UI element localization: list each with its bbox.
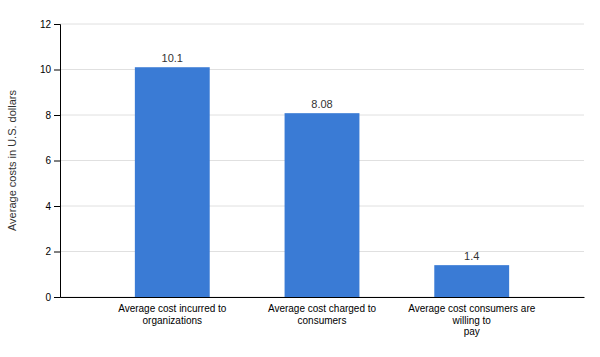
y-tick-mark [54, 297, 60, 298]
y-tick-mark [54, 70, 60, 71]
y-tick-mark [54, 206, 60, 207]
y-tick: 8 [45, 110, 60, 121]
x-tick-label: Average cost charged toconsumers [268, 303, 377, 326]
y-tick-label: 8 [45, 110, 51, 121]
y-tick: 12 [40, 19, 60, 30]
grid [60, 24, 584, 297]
y-tick: 2 [45, 246, 60, 257]
y-tick: 4 [45, 201, 60, 212]
y-tick-label: 12 [40, 19, 52, 30]
y-tick-label: 0 [45, 292, 51, 303]
bar [285, 113, 360, 297]
x-axis: Average cost incurred toorganizationsAve… [61, 298, 585, 338]
y-tick-label: 10 [40, 64, 52, 75]
x-tick-label-line: Average cost consumers are [408, 303, 536, 314]
y-tick-label: 4 [45, 201, 51, 212]
y-tick-label: 2 [45, 246, 51, 257]
y-tick: 6 [45, 155, 60, 166]
plot: 0 2 4 6 8 10 12 Average cost incurred toorganiz… [40, 19, 585, 337]
y-tick-mark [54, 115, 60, 116]
x-tick-label-line: Average cost charged to [268, 303, 377, 314]
x-tick-label-line: organizations [143, 315, 202, 326]
data-labels: 10.1 8.08 1.4 [162, 52, 480, 262]
data-label: 10.1 [162, 52, 183, 64]
y-tick-mark [54, 252, 60, 253]
y-tick-mark [54, 24, 60, 25]
x-axis-line [61, 297, 585, 298]
data-label: 8.08 [311, 98, 332, 110]
x-tick: Average cost consumers arewilling topay [408, 303, 536, 337]
x-tick: Average cost charged toconsumers [268, 303, 377, 326]
y-tick-mark [54, 161, 60, 162]
x-tick-label-line: willing to [452, 315, 492, 326]
y-axis-line [54, 25, 61, 298]
data-label: 1.4 [464, 250, 479, 262]
grid-line [60, 24, 584, 25]
x-tick-label-line: pay [464, 326, 480, 337]
bars [135, 67, 509, 297]
bar [135, 67, 210, 297]
x-tick-label-line: Average cost incurred to [118, 303, 227, 314]
x-tick-label-line: consumers [298, 315, 347, 326]
x-tick: Average cost incurred toorganizations [118, 303, 227, 326]
x-tick-label: Average cost incurred toorganizations [118, 303, 227, 326]
y-tick: 0 [45, 292, 60, 303]
chart: 0 2 4 6 8 10 12 Average cost incurred toorganiz… [0, 0, 600, 357]
y-axis: 0 2 4 6 8 10 12 [40, 19, 61, 303]
y-tick-label: 6 [45, 155, 51, 166]
y-tick: 10 [40, 64, 60, 75]
x-tick-label: Average cost consumers arewilling topay [408, 303, 536, 337]
y-axis-title: Average costs in U.S. dollars [6, 89, 18, 231]
bar [434, 265, 509, 297]
